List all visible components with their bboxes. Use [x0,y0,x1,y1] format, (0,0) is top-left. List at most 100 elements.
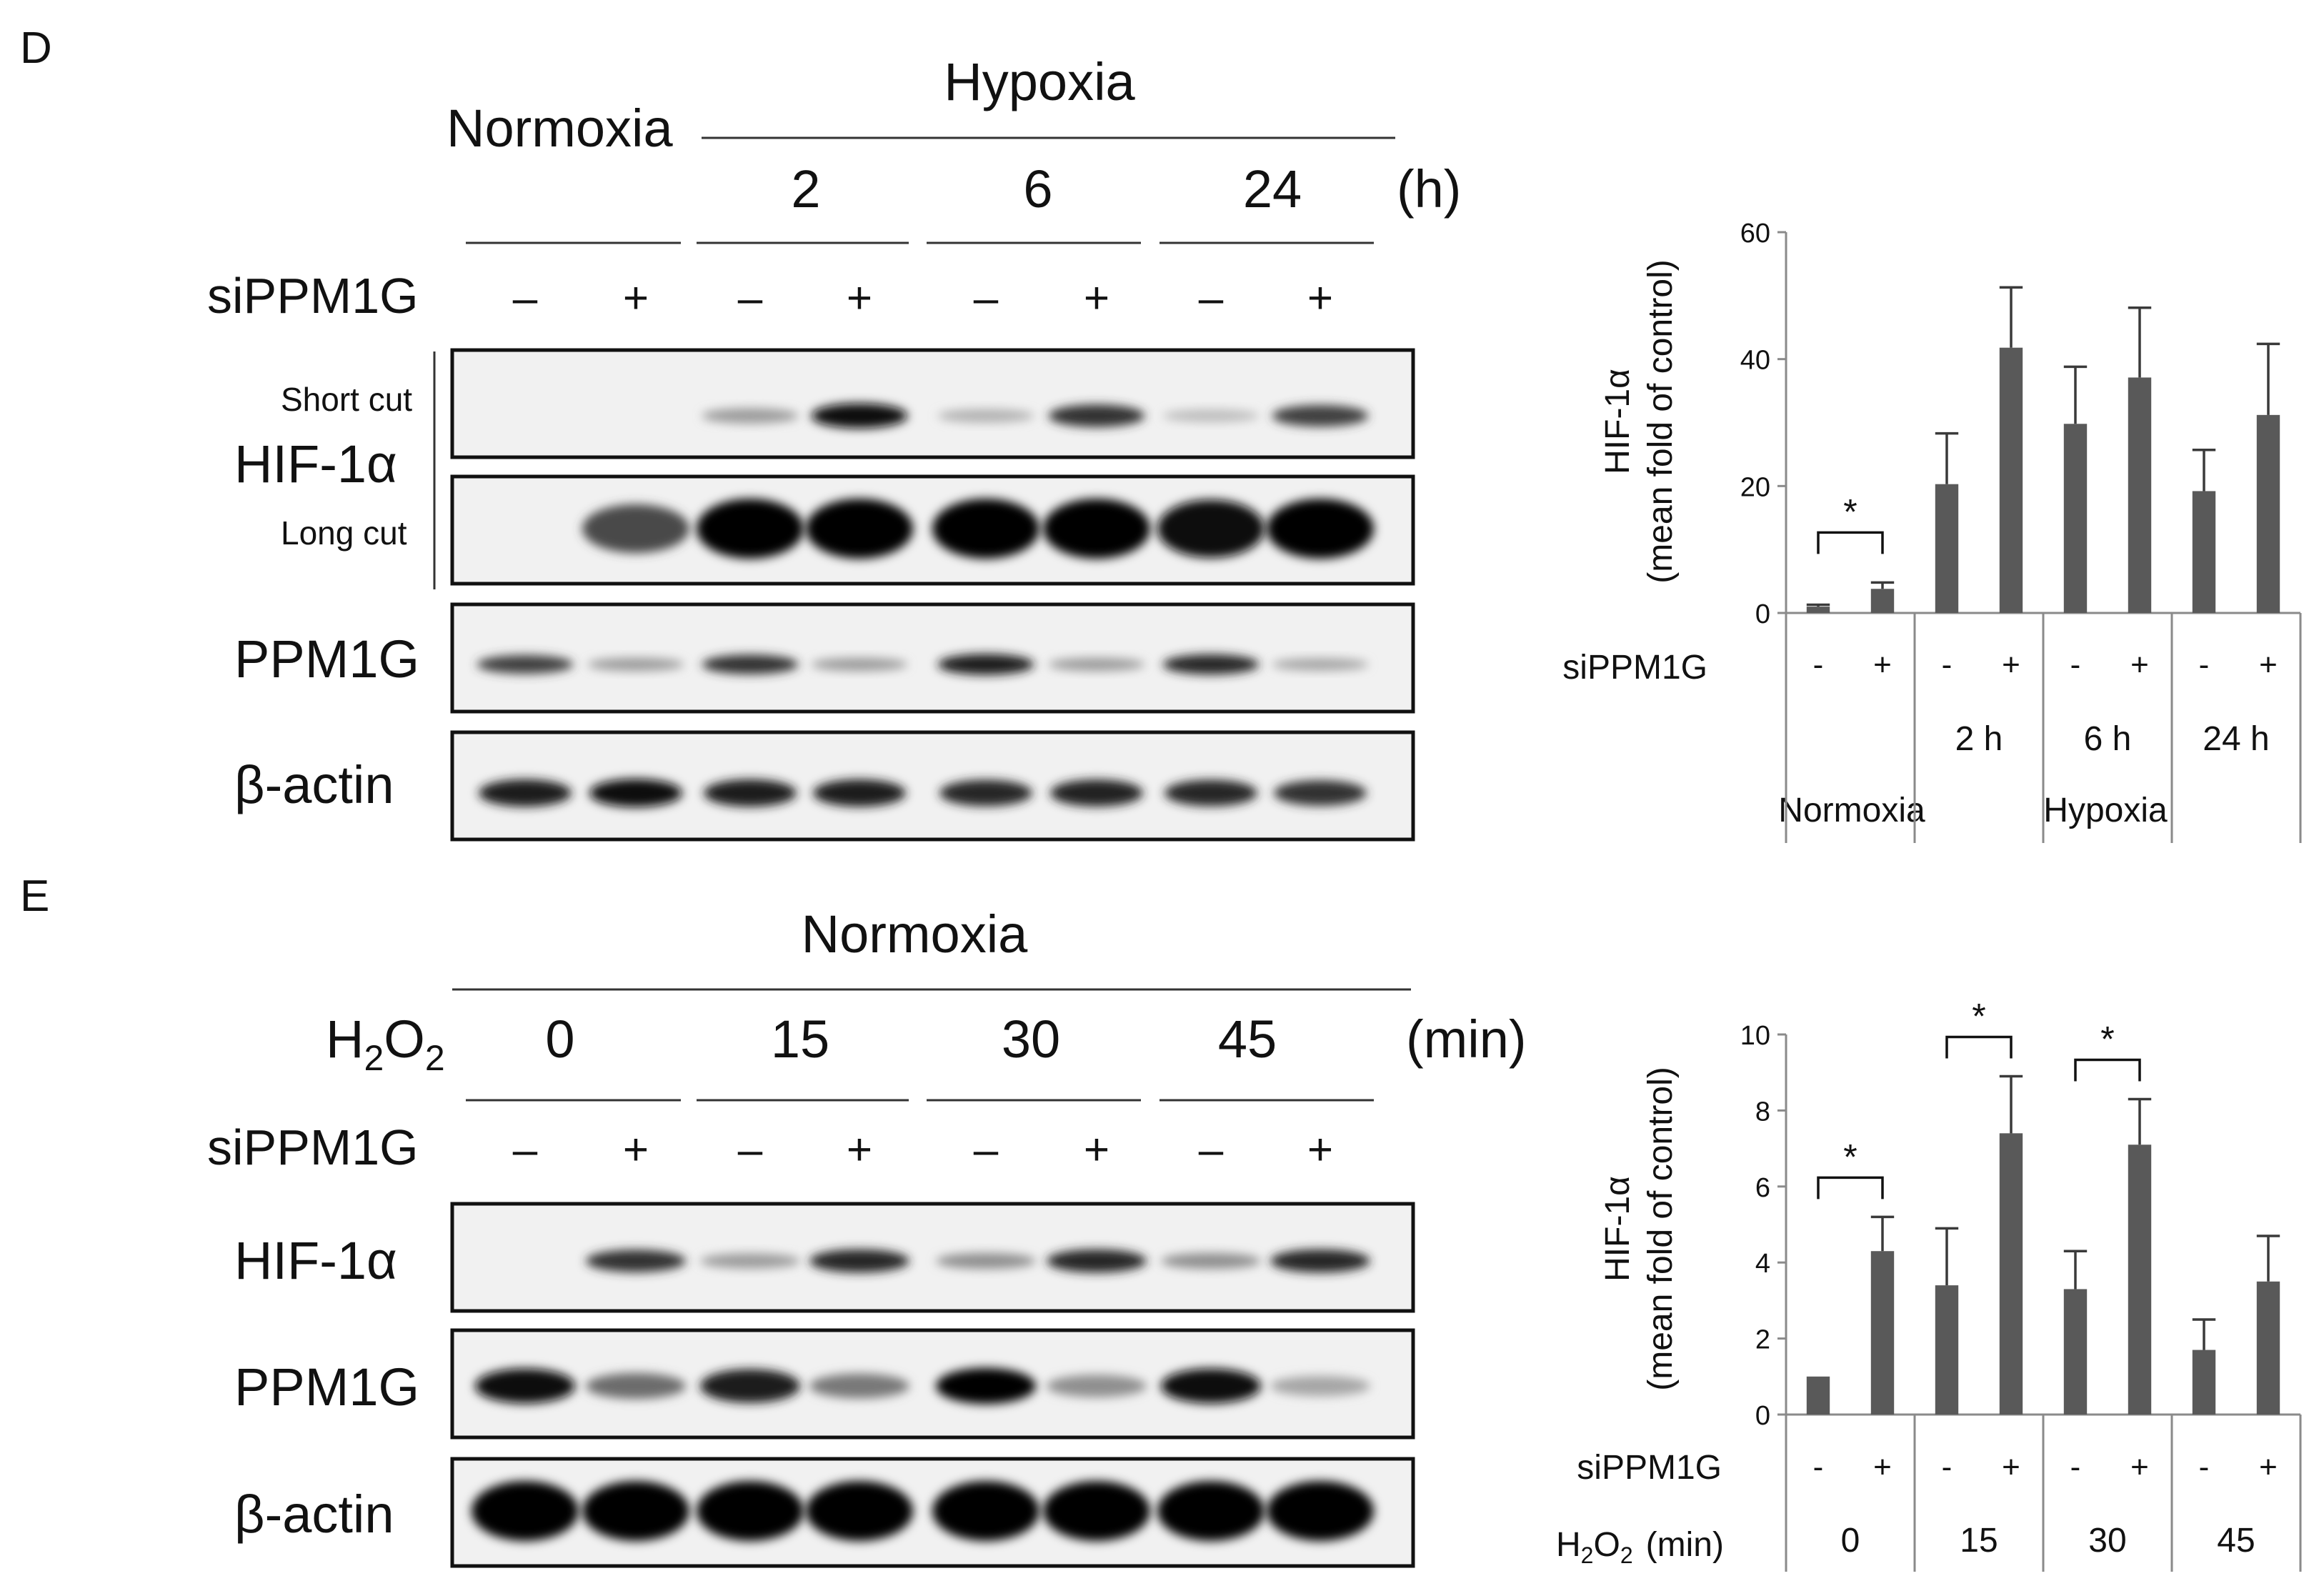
blot-band [475,1368,575,1404]
x-sign: + [2259,647,2278,682]
significance-bracket [1817,1176,1884,1200]
panel-e-sippm1g-label: siPPM1G [207,1119,419,1175]
chart-d-ylabel-line1: HIF-1α [1599,369,1637,474]
panel-e-blot-ppm1g [450,1328,1415,1440]
x-sign: + [2130,647,2149,682]
y-tick-label: 60 [1740,219,1770,249]
x-sign: - [2070,647,2081,682]
panel-d-hif-label: HIF-1α [234,434,397,494]
panel-e-h2o2-label: H2O2 [326,1009,445,1078]
blot-band [809,1249,909,1273]
lane-sign: + [1084,1125,1109,1174]
blot-band [1162,654,1260,675]
blot-band [477,654,574,674]
chart-e-ylabel-line2: (mean fold of control) [1642,1067,1680,1391]
blot-band [1157,1481,1265,1541]
bar [1870,1251,1895,1415]
blot-band [939,779,1032,807]
blot-band [1043,499,1150,559]
blot-band [1162,409,1260,422]
group-label: 6 h [2084,720,2132,758]
panel-e-chart: HIF-1α (mean fold of control) siPPM1G H2… [1556,997,2302,1572]
panel-d-blot-actin [450,730,1415,842]
lane-sign: – [1199,274,1224,323]
panel-d-hif-bracket: HIF-1α [234,351,436,589]
y-tick-label: 20 [1740,472,1770,502]
bar [1999,1133,2023,1415]
y-tick-label: 2 [1755,1325,1770,1355]
panel-d-hypoxia-label: Hypoxia [944,52,1135,111]
blot-band [1270,1375,1370,1397]
panel-d-ppm1g-label: PPM1G [234,629,419,689]
significance-bracket [1817,531,1884,554]
bar [2063,424,2088,613]
panel-d-time-row: 2 6 24 (h) [791,159,1461,219]
blot-band [586,1372,686,1400]
y-tick-label: 10 [1740,1021,1770,1051]
blot-band [1048,657,1145,672]
panel-e-time-30: 30 [1002,1009,1060,1069]
lane-sign: – [1199,1125,1224,1174]
group-label: 24 h [2203,720,2269,758]
lane-sign: + [1307,274,1333,323]
panel-d-short-cut-label: Short cut [281,381,412,418]
y-tick-label: 0 [1755,599,1770,629]
y-tick-label: 40 [1740,346,1770,376]
chart-e-x-row-label: H2O2 (min) [1556,1526,1724,1568]
blot-band [702,654,799,674]
significance-bracket [1945,1035,2013,1059]
panel-e-actin-label: β-actin [234,1485,394,1544]
x-sign: - [2199,1450,2210,1485]
x-sign: + [1873,1450,1892,1485]
x-sign: - [2070,1450,2081,1485]
panel-e-time-15: 15 [771,1009,829,1069]
blot-band [1272,404,1369,427]
panel-d-blot-ppm1g [450,602,1415,714]
bar [2192,1350,2216,1415]
blot-band [1161,1368,1261,1404]
group-label: 30 [2088,1522,2126,1560]
blot-band [704,779,797,807]
blot-band [472,1481,579,1541]
significance-label: * [2100,1019,2114,1059]
group-label: 15 [1960,1522,1998,1560]
lane-sign: – [513,274,538,323]
blot-band [700,1253,800,1269]
x-sign: + [2002,1450,2020,1485]
blot-band [1161,1252,1261,1270]
panel-e-blot: E Normoxia H2O2 0 15 30 45 (min) siPPM1G… [20,872,1527,1568]
bar [2256,1281,2280,1415]
group-label: 0 [1841,1522,1860,1560]
blot-band [932,499,1039,559]
panel-e-blot-hif [450,1202,1415,1313]
panel-d-long-cut-label: Long cut [281,514,407,552]
blot-band [806,499,913,559]
blot-band [1157,499,1265,558]
x-sign: - [1942,647,1953,682]
x-sign: - [2199,647,2210,682]
panel-e-letter: E [20,872,49,921]
lane-sign: + [1307,1125,1333,1174]
blot-band [1270,1249,1370,1273]
y-tick-label: 4 [1755,1249,1770,1279]
significance-label: * [1843,492,1857,532]
bar [1935,484,1959,613]
bar [2192,491,2216,613]
y-tick-label: 8 [1755,1097,1770,1127]
blot-band [936,1367,1036,1405]
bar [1999,347,2023,613]
x-sign: - [1813,647,1824,682]
blot-band [1267,499,1374,559]
panel-d-time-6: 6 [1023,159,1052,219]
blot-band [937,654,1034,675]
lane-sign: + [1084,274,1109,323]
x-sign: - [1942,1450,1953,1485]
panel-e-ppm1g-label: PPM1G [234,1357,419,1417]
panel-d-sippm1g-label: siPPM1G [207,268,419,324]
significance-label: * [1843,1137,1857,1177]
significance-label: * [1972,997,1985,1037]
panel-e-time-row: 0 15 30 45 (min) [545,1009,1526,1069]
blot-band [697,1481,804,1541]
blot-band [811,403,908,429]
blot-band [1050,779,1143,807]
